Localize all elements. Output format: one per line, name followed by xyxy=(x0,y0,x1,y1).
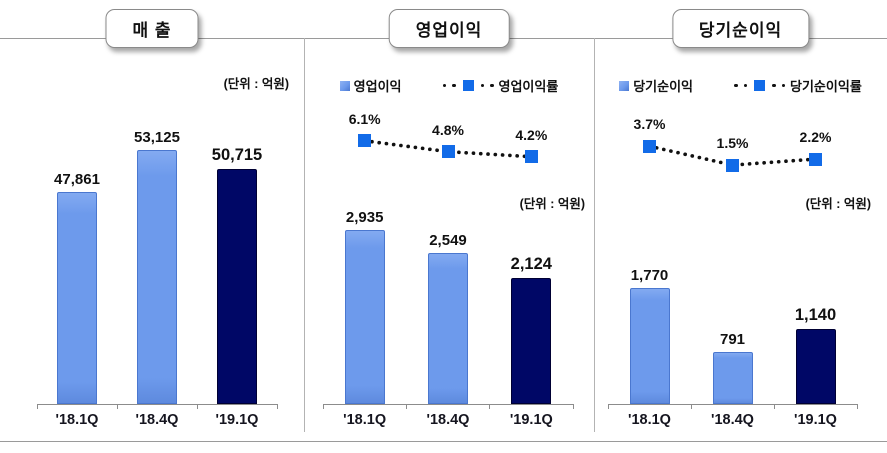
axis-tick xyxy=(572,404,574,409)
panel-revenue-title: 매 출 xyxy=(105,9,199,48)
legend-item-line: 영업이익률 xyxy=(442,76,559,95)
dot-icon xyxy=(734,83,738,88)
legend-label: 영업이익률 xyxy=(498,79,559,94)
unit-label: (단위 : 억원) xyxy=(519,197,585,211)
panel-net-profit-title: 당기순이익 xyxy=(671,9,810,48)
dot-icon xyxy=(743,83,748,88)
panel-divider-2 xyxy=(594,38,595,432)
rate-line xyxy=(647,144,818,167)
legend-item-bar: 당기순이익 xyxy=(619,76,693,95)
rate-value-label: 4.2% xyxy=(515,126,548,143)
x-axis-label: '18.4Q xyxy=(711,412,754,428)
x-axis-label: '18.1Q xyxy=(55,412,99,428)
bar-'18.4Q xyxy=(137,149,177,404)
legend-label: 당기순이익 xyxy=(633,79,694,94)
panel-operating-profit-title: 영업이익 xyxy=(388,9,510,48)
x-axis-label: '18.4Q xyxy=(135,412,179,428)
legend: 당기순이익 당기순이익률 xyxy=(594,76,887,95)
x-axis-label: '18.1Q xyxy=(343,412,387,428)
line-marker-icon xyxy=(462,80,474,91)
axis-tick xyxy=(116,404,118,409)
axis-tick xyxy=(405,404,407,409)
panel-title-text: 영업이익 xyxy=(415,21,483,40)
line-marker-icon xyxy=(754,80,766,91)
x-axis-label: '18.1Q xyxy=(628,412,671,428)
legend: 영업이익 영업이익률 xyxy=(304,76,594,95)
panel-net-profit: 당기순이익 당기순이익 당기순이익률 (단위 : 억원) 1,770 '18.1Q… xyxy=(594,0,887,453)
x-axis-label: '19.1Q xyxy=(509,412,553,428)
bar-'19.1Q xyxy=(511,278,552,404)
bar-'18.4Q xyxy=(712,351,753,404)
bar-legend-swatch-icon xyxy=(339,80,350,91)
line-marker xyxy=(524,150,538,164)
x-axis-label: '18.4Q xyxy=(426,412,470,428)
bar-value-label: 1,140 xyxy=(794,306,837,325)
plot-area-net-profit: 1,770 '18.1Q 791 '18.4Q 1,140 '19.1Q 3.7% 1.5% 2… xyxy=(594,0,887,453)
axis-tick xyxy=(196,404,198,409)
line-marker xyxy=(809,152,822,166)
line-marker xyxy=(358,134,372,148)
line-marker xyxy=(441,145,455,159)
dot-icon xyxy=(772,83,776,88)
dot-icon xyxy=(442,83,447,88)
bottom-rule xyxy=(0,441,887,442)
legend-label: 당기순이익률 xyxy=(790,79,862,94)
bar-'18.1Q xyxy=(344,229,385,404)
rate-value-label: 2.2% xyxy=(799,129,832,146)
bar-value-label: 1,770 xyxy=(630,266,669,284)
legend-item-line: 당기순이익률 xyxy=(733,76,862,95)
rate-value-label: 6.1% xyxy=(348,110,381,127)
bar-value-label: 2,549 xyxy=(429,231,467,249)
plot-area-operating-profit: 2,935 '18.1Q 2,549 '18.4Q 2,124 '19.1Q 6.1% 4.8… xyxy=(304,0,594,453)
bar-'19.1Q xyxy=(795,329,836,404)
bar-value-label: 50,715 xyxy=(211,146,263,165)
dot-icon xyxy=(480,83,485,88)
bar-legend-swatch-icon xyxy=(619,80,630,91)
bar-'18.1Q xyxy=(629,287,670,404)
x-axis-label: '19.1Q xyxy=(215,412,259,428)
unit-label: (단위 : 억원) xyxy=(223,77,289,91)
bar-value-label: 47,861 xyxy=(54,171,100,188)
dot-icon xyxy=(452,83,456,88)
dot-icon xyxy=(781,83,786,88)
x-axis-label: '19.1Q xyxy=(794,412,837,428)
bar-'19.1Q xyxy=(217,169,257,404)
rate-line xyxy=(362,138,534,159)
panel-title-text: 당기순이익 xyxy=(698,21,783,40)
axis-tick xyxy=(773,404,775,409)
axis-tick xyxy=(322,404,324,409)
axis-tick xyxy=(489,404,491,409)
axis-tick xyxy=(856,404,858,409)
line-marker xyxy=(726,158,739,172)
x-axis xyxy=(608,404,857,405)
axis-tick xyxy=(36,404,38,409)
line-marker xyxy=(643,139,656,153)
bar-value-label: 2,935 xyxy=(345,208,384,226)
panel-operating-profit: 영업이익 영업이익 영업이익률 (단위 : 억원) 2,935 '18.1Q 2,5… xyxy=(304,0,594,453)
x-axis xyxy=(37,404,277,405)
bar-value-label: 53,125 xyxy=(134,128,180,146)
axis-tick xyxy=(276,404,278,409)
rate-value-label: 4.8% xyxy=(432,121,464,138)
unit-label: (단위 : 억원) xyxy=(805,197,871,211)
bar-value-label: 2,124 xyxy=(510,255,552,274)
rate-value-label: 1.5% xyxy=(716,135,749,152)
panel-title-text: 매 출 xyxy=(132,21,172,40)
panel-divider-1 xyxy=(304,38,305,432)
x-axis xyxy=(323,404,573,405)
legend-label: 영업이익 xyxy=(353,79,402,94)
bar-'18.1Q xyxy=(57,192,97,404)
dot-icon xyxy=(490,83,494,88)
legend-item-bar: 영업이익 xyxy=(339,76,402,95)
rate-value-label: 3.7% xyxy=(633,116,666,133)
bar-value-label: 791 xyxy=(719,330,746,348)
axis-tick xyxy=(607,404,609,409)
plot-area-revenue: 47,861 '18.1Q 53,125 '18.4Q 50,715 '19.1Q xyxy=(0,0,304,453)
axis-tick xyxy=(690,404,692,409)
panel-revenue: 매 출 (단위 : 억원) 47,861 '18.1Q 53,125 '18.4Q 50… xyxy=(0,0,304,453)
bar-'18.4Q xyxy=(428,252,468,404)
